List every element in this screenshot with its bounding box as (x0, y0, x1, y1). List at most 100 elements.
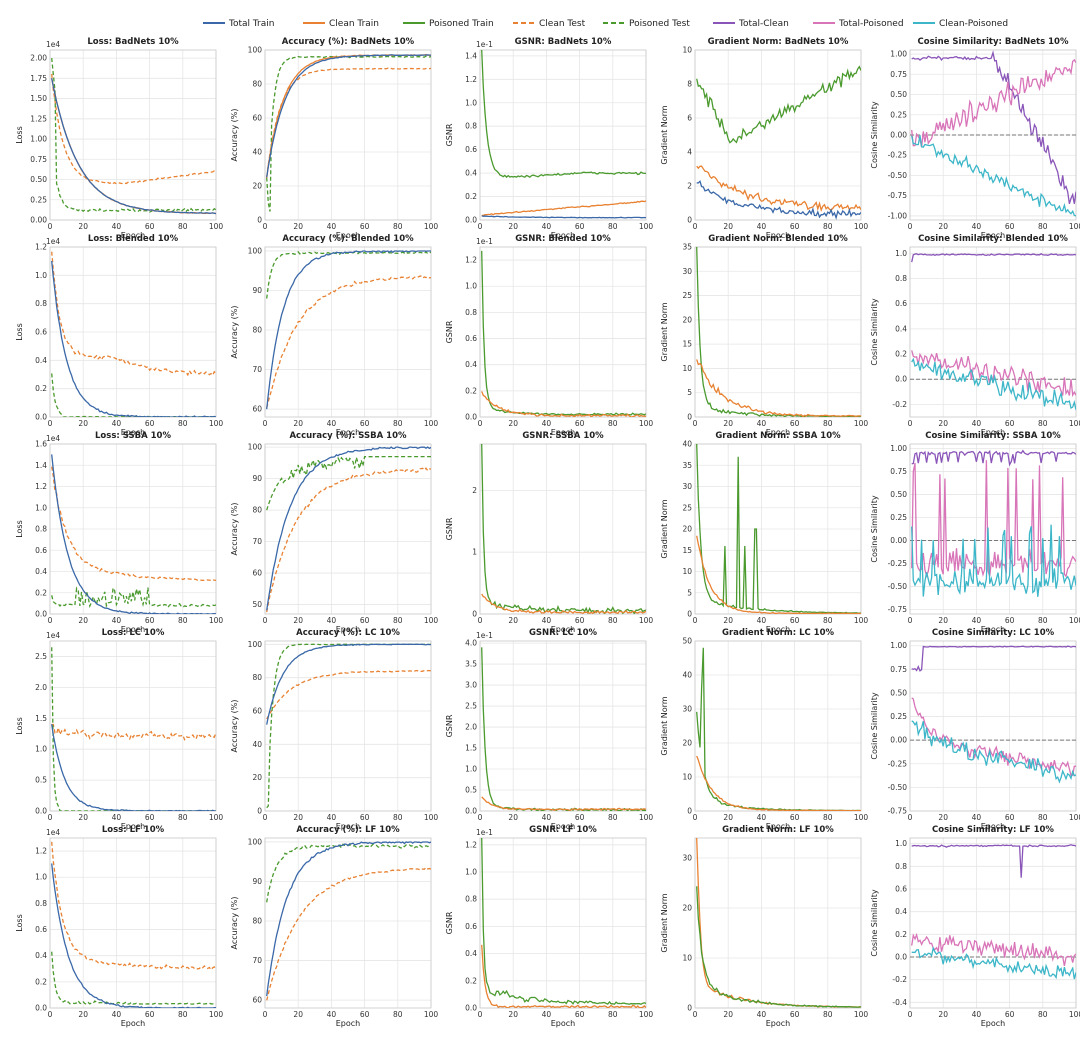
x-tick-label: 40 (327, 813, 337, 822)
y-tick-label: 2.0 (465, 723, 477, 732)
series-line-total-train (51, 78, 216, 215)
x-tick-label: 80 (823, 222, 833, 231)
y-tick-label: 0.5 (35, 776, 47, 785)
x-tick-label: 0 (48, 813, 53, 822)
y-tick-label: 0.2 (465, 192, 477, 201)
x-tick-label: 40 (112, 222, 122, 231)
y-tick-label: 0.2 (465, 976, 477, 985)
x-tick-label: 60 (1005, 419, 1015, 428)
series-line-poisoned-train (481, 50, 646, 179)
series-line-poisoned-test (266, 843, 431, 903)
x-tick-label: 40 (542, 1010, 552, 1019)
series-line-total-poisoned (911, 350, 1076, 398)
panel-loss-2: 0 20 40 60 80 100 0.0 0.2 0.4 0.6 0.8 1.0 1.2 1.4 1.6 L… (15, 431, 223, 634)
y-tick-label: 20 (682, 525, 692, 534)
series-line-clean-train (481, 796, 646, 811)
plot-frame (479, 49, 647, 221)
x-tick-label: 0 (48, 616, 53, 625)
y-tick-label: 10 (682, 773, 692, 782)
x-tick-label: 0 (908, 813, 913, 822)
y-tick-label: 0.0 (35, 413, 47, 422)
y-axis-label: Loss (15, 323, 24, 341)
y-tick-label: 0.6 (465, 334, 477, 343)
x-tick-label: 0 (478, 419, 483, 428)
x-axis-label: Epoch (551, 822, 576, 831)
y-tick-label: 15 (682, 546, 692, 555)
y-axis-label: Loss (15, 126, 24, 144)
y-tick-label: 70 (252, 537, 262, 546)
series-line-clean-poisoned (911, 357, 1076, 410)
series-line-clean-train (481, 593, 646, 614)
legend-label: Poisoned Test (629, 19, 690, 29)
legend-label: Clean Test (539, 19, 586, 29)
series-line-total-train (481, 215, 646, 219)
x-tick-label: 80 (823, 616, 833, 625)
panel-loss-4: 0 20 40 60 80 100 0.0 0.2 0.4 0.6 0.8 1.0 1.2 Loss: L… (15, 825, 223, 1028)
x-tick-label: 20 (78, 222, 88, 231)
legend-label: Clean-Poisoned (939, 19, 1008, 29)
y-tick-label: 2 (472, 486, 477, 495)
y-tick-label: 0.2 (895, 930, 907, 939)
y-tick-label: 1.6 (35, 440, 47, 449)
series-line-poisoned-train (696, 65, 861, 144)
x-tick-label: 40 (327, 616, 337, 625)
series-line-clean-train (696, 359, 861, 417)
series-line-clean-test (51, 251, 216, 377)
x-tick-label: 0 (478, 616, 483, 625)
y-tick-label: 0.0 (465, 413, 477, 422)
y-axis-label: Gradient Norm (660, 302, 669, 361)
x-tick-label: 20 (938, 813, 948, 822)
x-tick-label: 80 (823, 813, 833, 822)
panel-title: Accuracy (%): Blended 10% (282, 234, 414, 244)
plot-frame (479, 443, 647, 615)
legend-label: Poisoned Train (429, 19, 494, 29)
x-axis-label: Epoch (766, 1019, 791, 1028)
x-tick-label: 20 (938, 616, 948, 625)
series-line-poisoned-train (481, 647, 646, 811)
axis-exponent-label: 1e4 (46, 434, 60, 443)
x-tick-label: 60 (145, 419, 155, 428)
x-tick-label: 80 (178, 419, 188, 428)
series-line-poisoned-test (266, 455, 431, 511)
x-tick-label: 40 (757, 222, 767, 231)
x-tick-label: 60 (790, 813, 800, 822)
series-line-poisoned-test (266, 55, 431, 212)
series-line-total-poisoned (911, 932, 1076, 967)
y-tick-label: 0.6 (465, 922, 477, 931)
x-tick-label: 60 (575, 419, 585, 428)
x-tick-label: 20 (723, 222, 733, 231)
y-tick-label: 0.8 (465, 122, 477, 131)
series-line-poisoned-test (51, 951, 216, 1005)
x-tick-label: 0 (263, 616, 268, 625)
series-line-clean-test (266, 467, 431, 613)
legend-label: Clean Train (329, 19, 379, 29)
legend-item: Clean Test (513, 19, 586, 29)
series-line-clean-test (266, 67, 431, 178)
panel-title: Gradient Norm: LF 10% (722, 825, 834, 835)
x-tick-label: 100 (639, 222, 654, 231)
y-tick-label: 80 (252, 506, 262, 515)
plot-frame (909, 837, 1077, 1009)
panel-acc-4: 0 20 40 60 80 100 60 70 80 90 100 Accuracy (%): LF … (230, 825, 438, 1028)
y-tick-label: 0 (687, 216, 692, 225)
y-axis-label: Loss (15, 520, 24, 538)
y-tick-label: 1.00 (890, 641, 907, 650)
y-axis-label: Gradient Norm (660, 105, 669, 164)
panel-grad-0: 0 20 40 60 80 100 0 2 4 6 8 10 Gradient Norm: BadNet… (660, 37, 868, 240)
y-tick-label: 1.5 (35, 714, 47, 723)
plot-frame (694, 443, 862, 615)
panel-title: Loss: SSBA 10% (95, 431, 171, 441)
x-tick-label: 40 (757, 813, 767, 822)
legend-label: Total-Clean (738, 19, 789, 29)
y-tick-label: 40 (682, 671, 692, 680)
x-tick-label: 0 (693, 222, 698, 231)
x-tick-label: 80 (608, 1010, 618, 1019)
y-tick-label: 2.5 (465, 702, 477, 711)
x-axis-label: Epoch (551, 625, 576, 634)
y-axis-label: Accuracy (%) (230, 503, 239, 556)
panel-title: Gradient Norm: Blended 10% (708, 234, 848, 244)
panel-title: GSNR: SSBA 10% (522, 431, 604, 441)
y-tick-label: 3.0 (465, 681, 477, 690)
series-line-total-clean (911, 844, 1076, 878)
